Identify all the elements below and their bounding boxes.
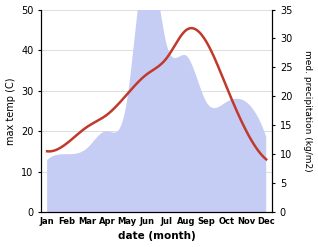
X-axis label: date (month): date (month): [118, 231, 196, 242]
Y-axis label: med. precipitation (kg/m2): med. precipitation (kg/m2): [303, 50, 313, 172]
Y-axis label: max temp (C): max temp (C): [5, 77, 16, 144]
